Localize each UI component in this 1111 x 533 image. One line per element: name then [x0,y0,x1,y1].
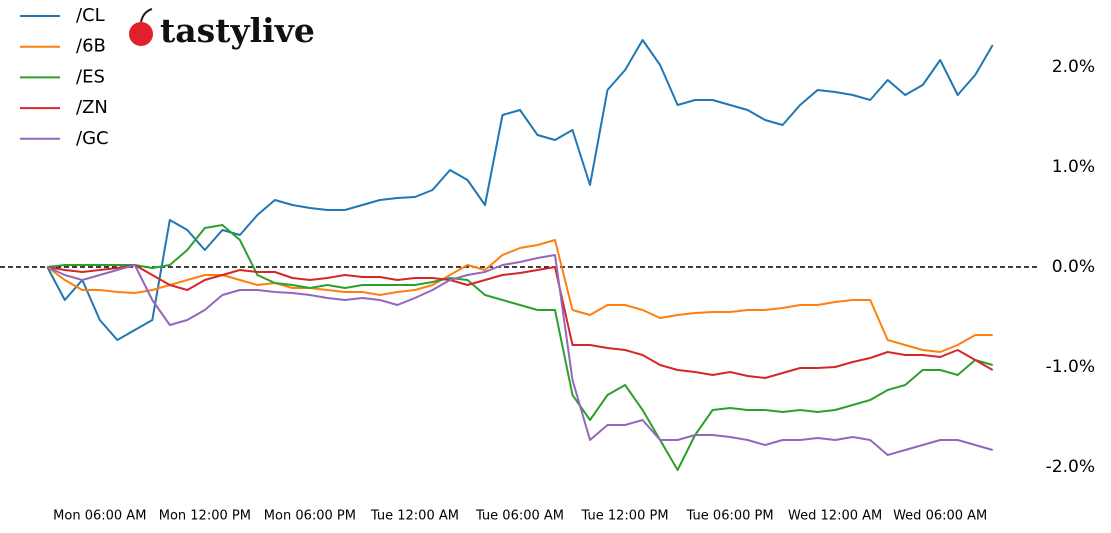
series-line [47,264,994,379]
x-tick-label: Mon 06:00 AM [53,509,146,524]
series-line [46,39,994,341]
legend-label: /CL [76,5,105,26]
x-tick-label: Mon 06:00 PM [264,509,356,524]
y-tick-label: -1.0% [1046,357,1095,377]
logo: tastylive [129,8,315,50]
x-tick-label: Tue 12:00 PM [581,509,669,524]
legend-label: /ZN [76,97,108,118]
series-line [46,254,993,456]
x-tick-label: Mon 12:00 PM [159,509,251,524]
plot: -2.0% -1.0% 0.0% 1.0% 2.0% Mon 06:00 AM Mon 12… [0,5,1095,524]
series-line [47,224,993,471]
x-tick-label: Tue 12:00 AM [370,509,459,524]
y-tick-label: 1.0% [1052,157,1095,177]
legend-label: /GC [76,128,109,149]
series-line [46,239,993,353]
logo-cherry [129,22,153,46]
y-tick-label: 2.0% [1052,57,1095,77]
legend-label: /6B [76,36,106,57]
x-tick-label: Tue 06:00 PM [686,509,774,524]
y-tick-label: -2.0% [1046,457,1095,477]
x-tick-label: Wed 06:00 AM [893,509,987,524]
legend-label: /ES [76,66,105,87]
y-tick-label: 0.0% [1052,257,1095,277]
logo-stem [140,8,153,23]
logo-text: tastylive [160,11,315,50]
x-tick-label: Tue 06:00 AM [475,509,564,524]
x-tick-label: Wed 12:00 AM [788,509,882,524]
